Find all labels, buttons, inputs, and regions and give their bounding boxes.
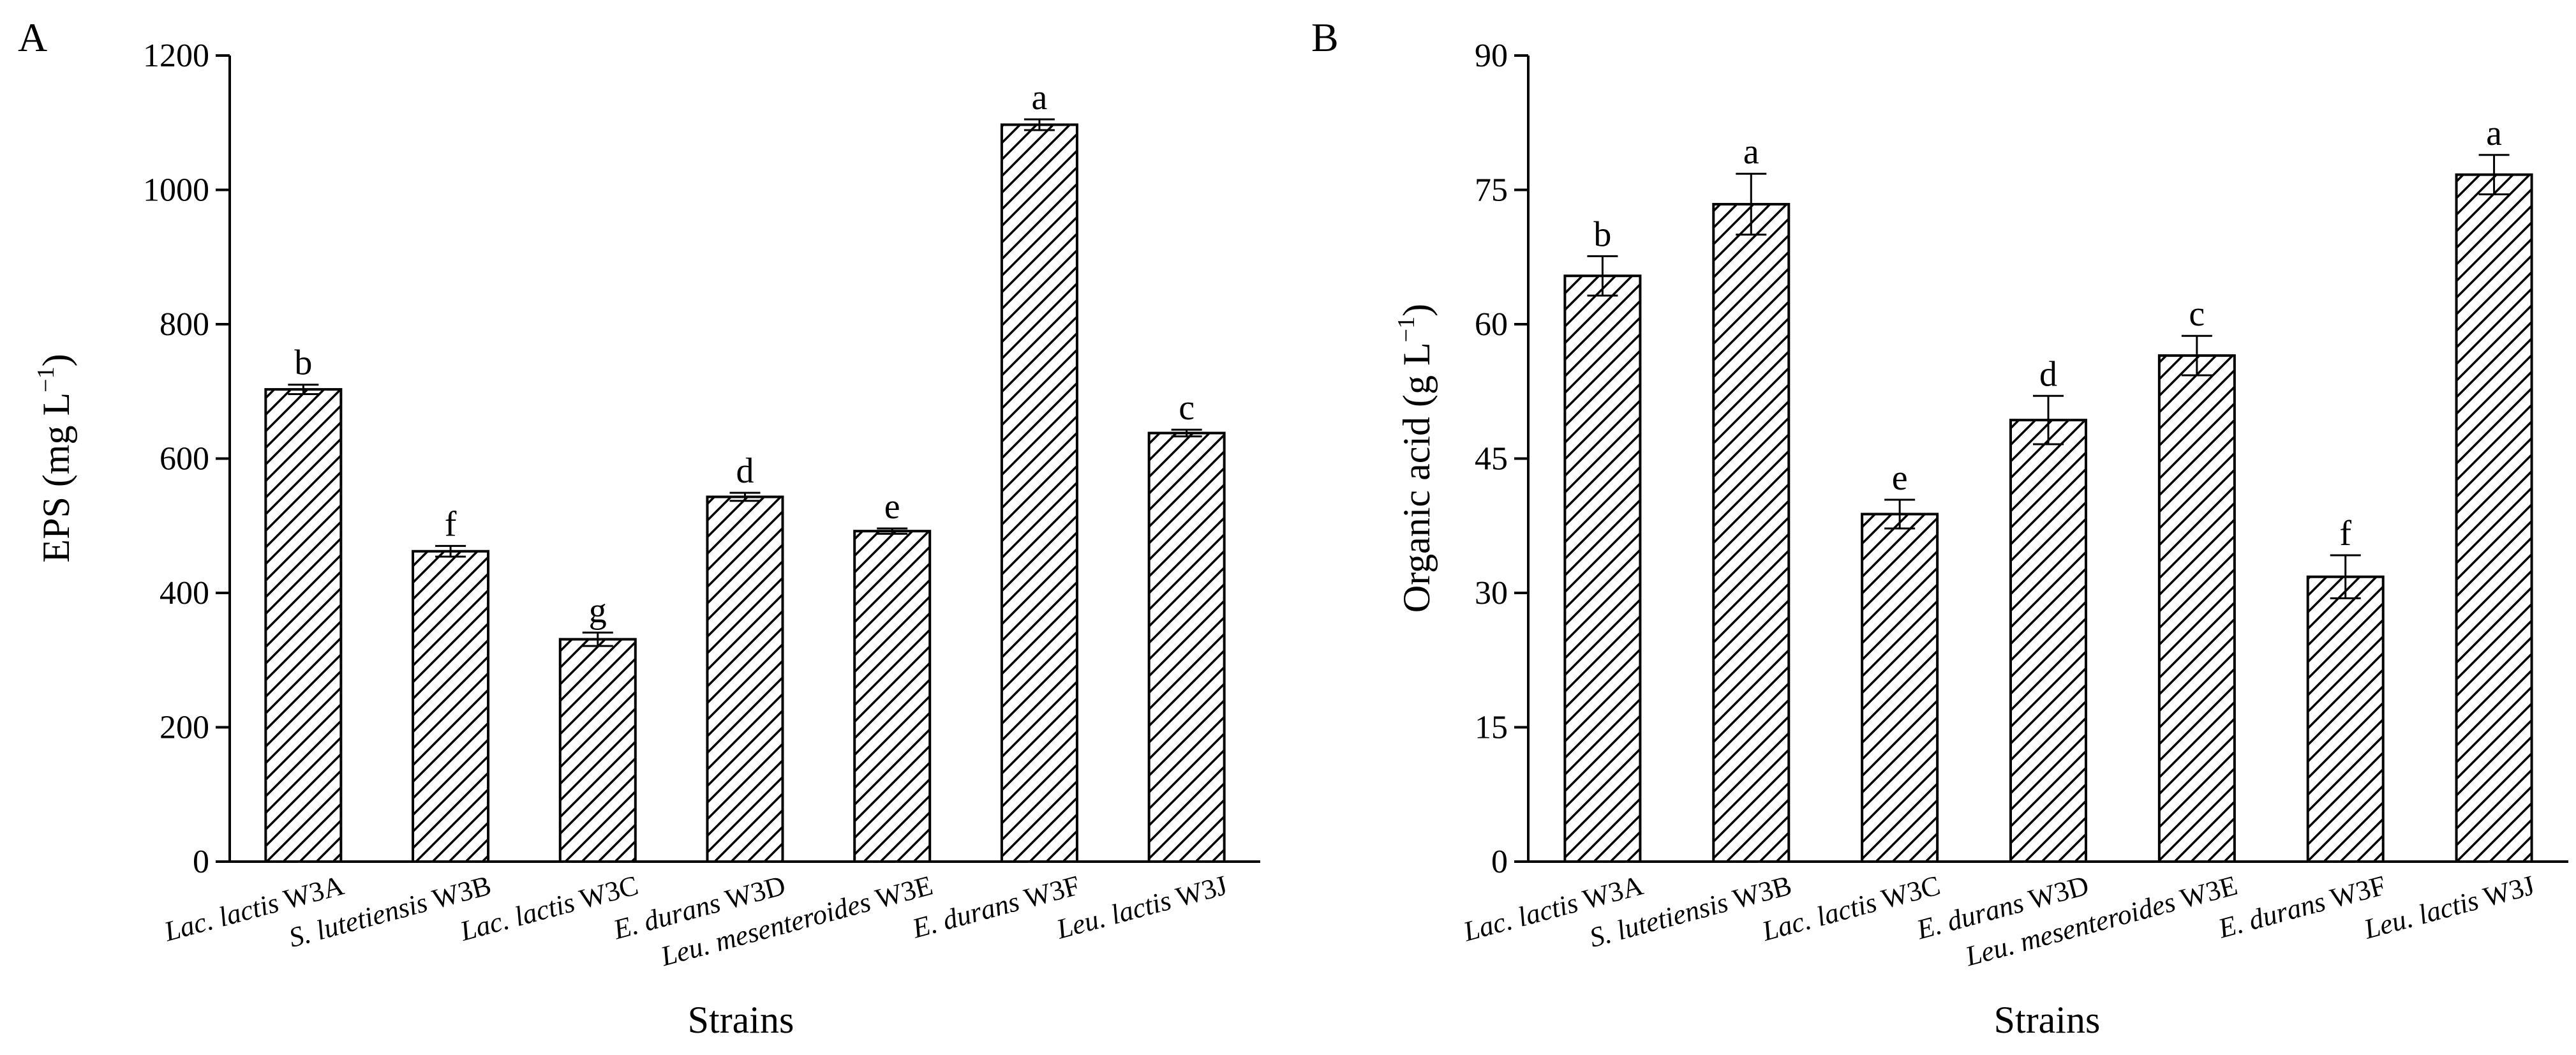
y-tick-label-b-0: 0	[1491, 844, 1508, 880]
y-tick-label-a-4: 800	[160, 306, 209, 343]
y-tick-label-b-5: 75	[1475, 172, 1508, 209]
y-tick-label-b-3: 45	[1475, 441, 1508, 477]
bar-a-3	[706, 495, 784, 863]
y-ticks-b: 0 15 30 45 60 75 90	[1475, 38, 1528, 880]
significance-label-b-5: f	[2339, 514, 2351, 553]
significance-label-b-2: e	[1892, 458, 1908, 498]
y-tick-label-b-1: 15	[1475, 710, 1508, 746]
category-label-a-6: Leu. lactis W3J	[1053, 869, 1230, 945]
bars-a: b f g d e a c	[264, 78, 1226, 864]
significance-label-a-6: c	[1179, 388, 1195, 428]
bar-b-1	[1712, 202, 1791, 863]
y-tick-label-a-1: 200	[160, 710, 209, 746]
category-label-b-5: E. durans W3F	[2214, 869, 2389, 944]
significance-label-a-1: f	[445, 504, 457, 544]
y-axis-title-base-b: Organic acid (g L	[1396, 342, 1438, 613]
y-tick-label-a-2: 400	[160, 575, 209, 611]
category-species-b-0: Lac. lactis	[1459, 887, 1581, 948]
bar-a-4	[853, 530, 932, 863]
panel-letter-b: B	[1311, 15, 1339, 60]
bar-a-1	[412, 550, 490, 863]
y-tick-label-a-6: 1200	[143, 38, 209, 74]
significance-label-a-4: e	[884, 487, 900, 527]
significance-label-a-5: a	[1031, 78, 1047, 117]
y-axis-title-sup-b: −1	[1393, 317, 1420, 342]
category-label-b-6: Leu. lactis W3J	[2360, 869, 2538, 945]
y-tick-label-b-4: 60	[1475, 306, 1508, 343]
significance-label-a-0: b	[294, 343, 312, 383]
significance-label-b-6: a	[2486, 114, 2502, 153]
y-tick-label-a-3: 600	[160, 441, 209, 477]
y-axis-title-b: Organic acid (g L−1)	[1393, 304, 1438, 613]
category-strain-b-5: W3F	[2321, 869, 2390, 916]
y-axis-title-a: EPS (mg L−1)	[33, 354, 77, 562]
bar-a-2	[558, 638, 637, 863]
bar-b-5	[2306, 575, 2385, 863]
y-tick-label-b-6: 90	[1475, 38, 1508, 74]
bar-b-6	[2455, 173, 2533, 864]
y-axis-title-end-b: )	[1396, 304, 1438, 317]
bar-a-0	[264, 388, 343, 863]
category-strain-a-6: W3J	[1166, 869, 1230, 915]
y-tick-label-a-5: 1000	[143, 172, 209, 209]
panel-letter-a: A	[18, 15, 47, 60]
significance-label-b-4: c	[2189, 294, 2205, 334]
bar-b-3	[2009, 419, 2087, 863]
y-axis-title-end-a: )	[35, 354, 77, 366]
bar-a-6	[1147, 431, 1226, 863]
bar-b-2	[1861, 513, 1939, 863]
significance-label-a-3: d	[736, 451, 754, 491]
y-tick-label-a-0: 0	[193, 844, 209, 880]
bar-a-5	[1000, 123, 1078, 864]
panel-b: B 0 15 30 45 60 75 90 b a e d c f a Lac. lactis W3AS…	[1311, 15, 2568, 1041]
x-axis-title-a: Strains	[688, 999, 794, 1041]
significance-label-a-2: g	[589, 591, 607, 631]
category-species-a-0: Lac. lactis	[160, 887, 282, 948]
category-label-a-5: E. durans W3F	[909, 869, 1083, 944]
y-axis-title-sup-a: −1	[33, 366, 59, 392]
y-ticks-a: 0 200 400 600 800 1000 1200	[143, 38, 230, 880]
bar-b-0	[1563, 274, 1642, 864]
significance-label-b-0: b	[1593, 214, 1611, 254]
significance-label-b-1: a	[1743, 132, 1759, 172]
y-axis-title-base-a: EPS (mg L	[35, 393, 77, 563]
y-tick-label-b-2: 30	[1475, 575, 1508, 611]
bars-b: b a e d c f a	[1563, 114, 2533, 864]
category-strain-b-4: W3E	[2171, 869, 2241, 916]
x-axis-title-b: Strains	[1994, 999, 2101, 1041]
category-strain-b-6: W3J	[2474, 869, 2538, 915]
significance-label-b-3: d	[2039, 354, 2057, 394]
bar-b-4	[2157, 354, 2236, 863]
panel-a: A 0 200 400 600 800 1000 1200 b f g d e a c Lac. lac…	[18, 15, 1260, 1041]
